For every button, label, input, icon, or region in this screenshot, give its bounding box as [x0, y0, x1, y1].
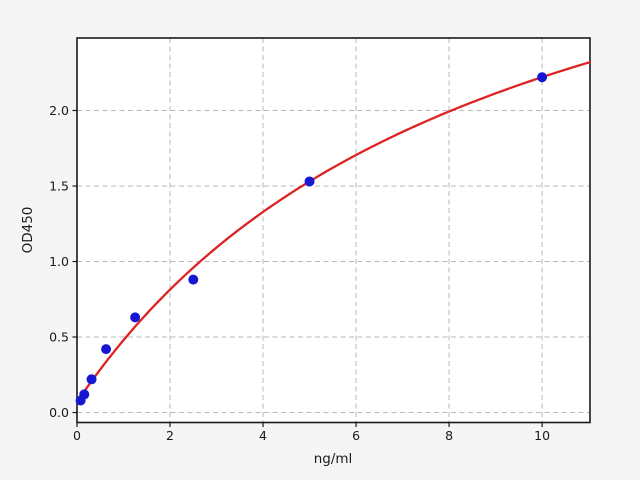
y-tick-label: 0.0	[49, 405, 69, 420]
x-tick-label: 0	[73, 428, 81, 443]
data-point	[79, 389, 90, 400]
y-tick-label: 1.0	[49, 254, 69, 269]
fit-curve-line	[75, 61, 592, 404]
data-point	[86, 374, 97, 385]
data-point	[130, 312, 141, 323]
x-tick-label: 4	[259, 428, 267, 443]
data-point	[101, 344, 112, 355]
plot-area	[77, 38, 590, 423]
y-tick-label: 0.5	[49, 329, 69, 344]
data-point	[188, 274, 199, 285]
x-axis-label: ng/ml	[313, 451, 353, 467]
x-tick-label: 10	[534, 428, 550, 443]
y-tick-label: 2.0	[49, 103, 69, 118]
axes-frame	[76, 37, 591, 424]
y-tick-label: 1.5	[49, 178, 69, 193]
data-point	[304, 176, 315, 187]
x-tick-label: 8	[445, 428, 453, 443]
x-tick-label: 2	[166, 428, 174, 443]
x-tick-label: 6	[352, 428, 360, 443]
y-axis-label: OD450	[20, 206, 36, 254]
data-point	[537, 72, 548, 83]
